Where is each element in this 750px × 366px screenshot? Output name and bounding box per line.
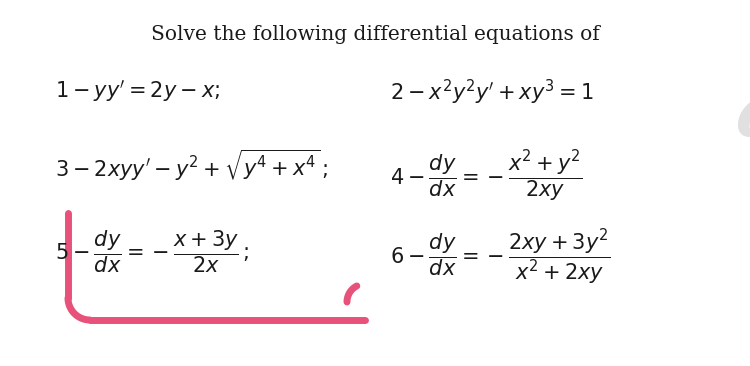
- Text: $3 - 2xyy' - y^{2} + \sqrt{y^{4}+x^{4}}\,;$: $3 - 2xyy' - y^{2} + \sqrt{y^{4}+x^{4}}\…: [55, 148, 328, 183]
- Text: $5 - \dfrac{dy}{dx} = -\dfrac{x+3y}{2x}\,;$: $5 - \dfrac{dy}{dx} = -\dfrac{x+3y}{2x}\…: [55, 228, 250, 274]
- Text: $6 - \dfrac{dy}{dx} = -\dfrac{2xy+3y^{2}}{x^{2}+2xy}$: $6 - \dfrac{dy}{dx} = -\dfrac{2xy+3y^{2}…: [390, 228, 610, 287]
- Text: $1- yy' = 2y - x;$: $1- yy' = 2y - x;$: [55, 78, 220, 104]
- Text: $2 - x^{2}y^{2}y' + xy^{3} = 1$: $2 - x^{2}y^{2}y' + xy^{3} = 1$: [390, 78, 593, 107]
- Text: $4 - \dfrac{dy}{dx} = -\dfrac{x^{2}+y^{2}}{2xy}$: $4 - \dfrac{dy}{dx} = -\dfrac{x^{2}+y^{2…: [390, 148, 583, 204]
- Text: aha: aha: [735, 80, 750, 151]
- Text: Solve the following differential equations of: Solve the following differential equatio…: [151, 25, 599, 44]
